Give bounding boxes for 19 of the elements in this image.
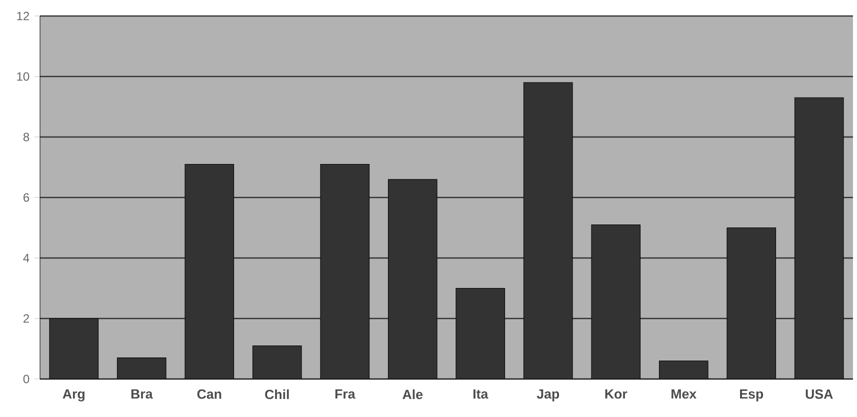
x-tick-label: Can (197, 389, 222, 399)
x-tick-label: Ale (402, 389, 423, 400)
y-tick-label: 6 (24, 193, 30, 202)
x-tick-label: Ita (473, 389, 488, 399)
x-tick-label: Bra (131, 389, 153, 399)
x-tick-label: USA (806, 389, 833, 399)
x-tick-label: Mex (672, 389, 696, 399)
x-tick-label: Fra (335, 389, 356, 399)
y-tick-label: 10 (17, 72, 30, 81)
y-tick-label: 2 (24, 314, 29, 323)
y-tick-label: 12 (17, 12, 29, 20)
x-tick-label: Jap (536, 389, 560, 402)
y-tick-label: 8 (23, 132, 30, 142)
y-tick-label: 0 (23, 374, 30, 384)
x-tick-label: Arg (62, 389, 84, 402)
x-tick-label: Chil (265, 389, 289, 400)
x-tick-label: Kor (605, 389, 628, 399)
x-tick-label: Esp (740, 389, 764, 402)
y-tick-label: 4 (23, 254, 30, 262)
